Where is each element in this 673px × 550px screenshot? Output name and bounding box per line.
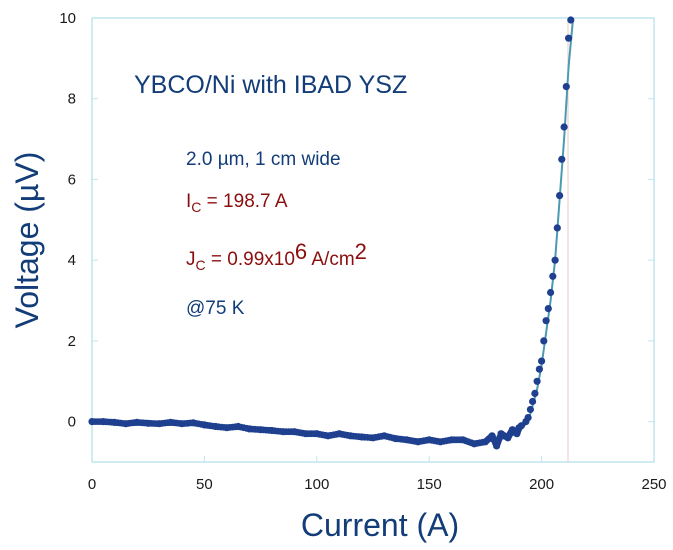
ic-symbol: I (186, 191, 191, 212)
data-point (97, 418, 104, 425)
data-point (265, 426, 273, 434)
data-point (531, 389, 539, 397)
data-point (558, 155, 566, 163)
data-point (366, 434, 374, 441)
sample-dimensions: 2.0 µm, 1 cm wide (186, 149, 341, 170)
plot-frame (91, 17, 655, 463)
data-point (556, 192, 564, 200)
jc-unit-exponent: 2 (355, 239, 367, 264)
data-point (526, 405, 535, 414)
x-tick-label: 150 (417, 476, 442, 493)
x-tick-label: 50 (196, 476, 213, 493)
data-point (529, 397, 537, 406)
data-point (445, 436, 453, 444)
data-point (547, 288, 555, 297)
data-point (288, 428, 295, 436)
data-point (378, 432, 385, 440)
data-point (321, 431, 329, 439)
x-tick-label: 100 (304, 476, 329, 493)
data-point (220, 424, 228, 431)
y-axis-title: Voltage (µV) (9, 152, 45, 329)
data-point (434, 437, 441, 445)
jc-symbol: J (186, 249, 196, 270)
data-point (243, 424, 251, 432)
data-point (209, 422, 217, 430)
data-point (542, 317, 550, 325)
jc-unit: A/cm (307, 249, 355, 270)
data-points (88, 16, 575, 450)
data-point (198, 421, 206, 428)
data-point (344, 431, 352, 439)
data-point (254, 426, 262, 433)
sample-title: YBCO/Ni with IBAD YSZ (134, 71, 407, 99)
data-point (565, 34, 573, 42)
data-point (423, 436, 430, 444)
y-tick-label: 10 (59, 10, 76, 27)
data-point (231, 423, 239, 431)
data-point (175, 420, 183, 427)
data-point (400, 436, 408, 443)
data-point (468, 439, 475, 447)
data-point (549, 272, 557, 280)
data-point (553, 224, 561, 232)
jc-subscript: C (196, 257, 206, 273)
x-axis-ticks: 0 50 100 150 200 250 (88, 456, 667, 493)
data-point (389, 434, 397, 442)
data-point (130, 419, 138, 427)
x-tick-label: 0 (88, 476, 96, 493)
data-point (562, 83, 570, 91)
data-point (142, 419, 149, 427)
data-point (333, 430, 340, 438)
data-point (411, 437, 419, 445)
critical-current-label: IC = 198.7 A (186, 191, 288, 215)
y-axis-ticks: 0 2 4 6 8 10 (59, 10, 654, 431)
data-point (456, 436, 464, 444)
ic-subscript: C (191, 199, 201, 215)
data-point (310, 430, 318, 438)
jc-value: = 0.99x10 (206, 249, 295, 270)
data-point (108, 418, 116, 426)
data-point (153, 420, 161, 427)
data-point (119, 420, 127, 427)
data-point (164, 419, 172, 427)
data-point (515, 425, 522, 433)
ic-value: = 198.7 A (201, 191, 287, 212)
data-point (567, 16, 575, 24)
data-point (533, 377, 541, 385)
y-tick-label: 8 (68, 91, 76, 108)
x-axis-title: Current (A) (301, 507, 459, 543)
y-tick-label: 4 (68, 252, 76, 269)
data-point (560, 123, 568, 131)
data-point (538, 357, 546, 365)
critical-current-density-label: JC = 0.99x106 A/cm2 (186, 239, 367, 273)
data-point (535, 365, 544, 373)
data-point (540, 337, 548, 345)
x-tick-label: 200 (529, 476, 554, 493)
data-point (276, 428, 284, 435)
data-point (524, 414, 532, 422)
x-tick-label: 250 (641, 476, 666, 493)
data-point (186, 419, 194, 427)
y-tick-label: 6 (68, 171, 76, 188)
y-tick-label: 0 (68, 414, 76, 431)
temperature-label: @75 K (186, 298, 245, 319)
y-tick-label: 2 (68, 333, 76, 350)
jc-exponent: 6 (295, 239, 307, 264)
data-point (544, 305, 552, 313)
data-point (299, 429, 307, 437)
data-point (551, 256, 559, 264)
data-point (355, 433, 363, 441)
